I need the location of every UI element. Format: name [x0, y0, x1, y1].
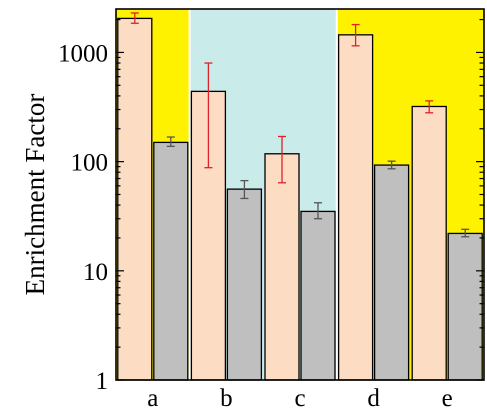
bar-d-2	[373, 164, 410, 381]
bar-e-1	[411, 105, 447, 381]
bar-a-2	[153, 141, 189, 381]
error-bar-c-2	[314, 202, 322, 220]
x-tick-label-d: d	[367, 385, 380, 411]
bar-e-2	[447, 232, 483, 381]
axis-labels: 1 10 100 1000 a b c d e	[58, 40, 453, 411]
y-tick-label: 1000	[58, 40, 108, 67]
error-bar-d-1	[351, 23, 360, 47]
x-tick-label-e: e	[442, 385, 453, 411]
error-bar-a-2	[166, 136, 175, 148]
x-tick-label-b: b	[220, 385, 233, 411]
x-tick-label-c: c	[294, 385, 305, 411]
error-bar-e-1	[425, 100, 434, 114]
bar-a-1	[117, 17, 153, 381]
error-bar-d-2	[387, 160, 396, 170]
bar-d-1	[337, 34, 374, 381]
y-axis-title: Enrichment Factor	[20, 94, 50, 296]
y-axis-ticks	[116, 18, 484, 381]
bar-c-2	[300, 210, 336, 381]
error-bar-group	[130, 12, 470, 238]
bar-group	[117, 17, 483, 381]
error-bar-b-2	[240, 179, 249, 200]
y-tick-label: 100	[71, 150, 109, 177]
error-bar-b-1	[204, 62, 213, 169]
y-tick-label: 10	[83, 259, 108, 286]
x-tick-label-a: a	[147, 385, 158, 411]
error-bar-a-1	[130, 12, 139, 24]
error-bar-e-2	[461, 228, 470, 238]
y-tick-label: 1	[96, 368, 109, 395]
error-bar-c-1	[278, 135, 286, 184]
bar-b-2	[226, 188, 263, 381]
bar-c-1	[264, 153, 300, 381]
